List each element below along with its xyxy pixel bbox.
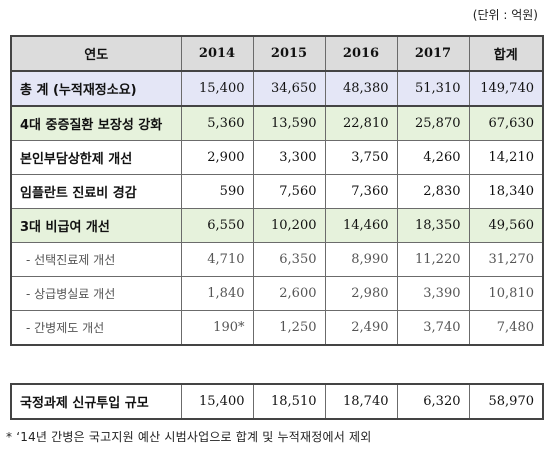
cell-2015: 34,650 bbox=[252, 70, 326, 107]
cell-2015: 3,300 bbox=[252, 140, 326, 175]
cell-2014: 5,360 bbox=[180, 105, 254, 141]
summary-table: 국정과제 신규투입 규모 15,400 18,510 18,740 6,320 … bbox=[10, 383, 544, 420]
header-2016: 2016 bbox=[324, 35, 398, 72]
row-label: 임플란트 진료비 경감 bbox=[10, 174, 182, 209]
cell-2014: 15,400 bbox=[180, 383, 254, 420]
cell-2017: 2,830 bbox=[396, 174, 470, 209]
header-year: 연도 bbox=[10, 35, 182, 72]
cell-2014: 1,840 bbox=[180, 276, 254, 311]
cell-2014: 2,900 bbox=[180, 140, 254, 175]
cell-total: 18,340 bbox=[468, 174, 544, 209]
table-header-row: 연도 2014 2015 2016 2017 합계 bbox=[10, 35, 544, 72]
cell-2017: 51,310 bbox=[396, 70, 470, 107]
table-row: 본인부담상한제 개선 2,900 3,300 3,750 4,260 14,21… bbox=[10, 140, 544, 175]
cell-2016: 7,360 bbox=[324, 174, 398, 209]
header-2014: 2014 bbox=[180, 35, 254, 72]
table-row-grand-total: 총 계 (누적재정소요) 15,400 34,650 48,380 51,310… bbox=[10, 70, 544, 107]
cell-2016: 22,810 bbox=[324, 105, 398, 141]
row-label: - 간병제도 개선 bbox=[10, 310, 182, 346]
header-2017: 2017 bbox=[396, 35, 470, 72]
cell-total: 14,210 bbox=[468, 140, 544, 175]
cell-2016: 2,490 bbox=[324, 310, 398, 346]
cell-2015: 7,560 bbox=[252, 174, 326, 209]
cell-2015: 2,600 bbox=[252, 276, 326, 311]
cell-2017: 3,390 bbox=[396, 276, 470, 311]
table-row-sub: - 선택진료제 개선 4,710 6,350 8,990 11,220 31,2… bbox=[10, 242, 544, 277]
table-row-group: 3대 비급여 개선 6,550 10,200 14,460 18,350 49,… bbox=[10, 208, 544, 243]
header-2015: 2015 bbox=[252, 35, 326, 72]
table-row-group: 4대 중증질환 보장성 강화 5,360 13,590 22,810 25,87… bbox=[10, 105, 544, 141]
unit-label: (단위 : 억원) bbox=[472, 8, 538, 22]
cell-total: 67,630 bbox=[468, 105, 544, 141]
table-row-sub: - 상급병실료 개선 1,840 2,600 2,980 3,390 10,81… bbox=[10, 276, 544, 311]
cell-2016: 48,380 bbox=[324, 70, 398, 107]
cell-2017: 6,320 bbox=[396, 383, 470, 420]
table-row: 임플란트 진료비 경감 590 7,560 7,360 2,830 18,340 bbox=[10, 174, 544, 209]
cell-2015: 6,350 bbox=[252, 242, 326, 277]
row-label: 3대 비급여 개선 bbox=[10, 208, 182, 243]
cell-2014: 15,400 bbox=[180, 70, 254, 107]
footnote: * ‘14년 간병은 국고지원 예산 시범사업으로 합계 및 누적재정에서 제외 bbox=[6, 430, 372, 444]
cell-2014: 6,550 bbox=[180, 208, 254, 243]
cell-2016: 2,980 bbox=[324, 276, 398, 311]
cell-2015: 1,250 bbox=[252, 310, 326, 346]
cell-2017: 11,220 bbox=[396, 242, 470, 277]
cell-total: 149,740 bbox=[468, 70, 544, 107]
cell-2014: 190* bbox=[180, 310, 254, 346]
row-label: 총 계 (누적재정소요) bbox=[10, 70, 182, 107]
cell-total: 31,270 bbox=[468, 242, 544, 277]
cell-2015: 10,200 bbox=[252, 208, 326, 243]
row-label: 국정과제 신규투입 규모 bbox=[10, 383, 182, 420]
cell-2014: 590 bbox=[180, 174, 254, 209]
cell-total: 10,810 bbox=[468, 276, 544, 311]
row-label: 4대 중증질환 보장성 강화 bbox=[10, 105, 182, 141]
cell-2017: 25,870 bbox=[396, 105, 470, 141]
cell-total: 49,560 bbox=[468, 208, 544, 243]
cell-2017: 3,740 bbox=[396, 310, 470, 346]
cell-total: 7,480 bbox=[468, 310, 544, 346]
table-row-summary: 국정과제 신규투입 규모 15,400 18,510 18,740 6,320 … bbox=[10, 383, 544, 420]
cell-2016: 14,460 bbox=[324, 208, 398, 243]
cell-total: 58,970 bbox=[468, 383, 544, 420]
row-label: 본인부담상한제 개선 bbox=[10, 140, 182, 175]
cell-2015: 18,510 bbox=[252, 383, 326, 420]
cell-2014: 4,710 bbox=[180, 242, 254, 277]
header-total: 합계 bbox=[468, 35, 544, 72]
row-label: - 상급병실료 개선 bbox=[10, 276, 182, 311]
cell-2016: 3,750 bbox=[324, 140, 398, 175]
cell-2015: 13,590 bbox=[252, 105, 326, 141]
cell-2016: 8,990 bbox=[324, 242, 398, 277]
cell-2016: 18,740 bbox=[324, 383, 398, 420]
table-row-sub: - 간병제도 개선 190* 1,250 2,490 3,740 7,480 bbox=[10, 310, 544, 346]
cell-2017: 4,260 bbox=[396, 140, 470, 175]
row-label: - 선택진료제 개선 bbox=[10, 242, 182, 277]
cell-2017: 18,350 bbox=[396, 208, 470, 243]
budget-table: 연도 2014 2015 2016 2017 합계 총 계 (누적재정소요) 1… bbox=[10, 35, 544, 346]
